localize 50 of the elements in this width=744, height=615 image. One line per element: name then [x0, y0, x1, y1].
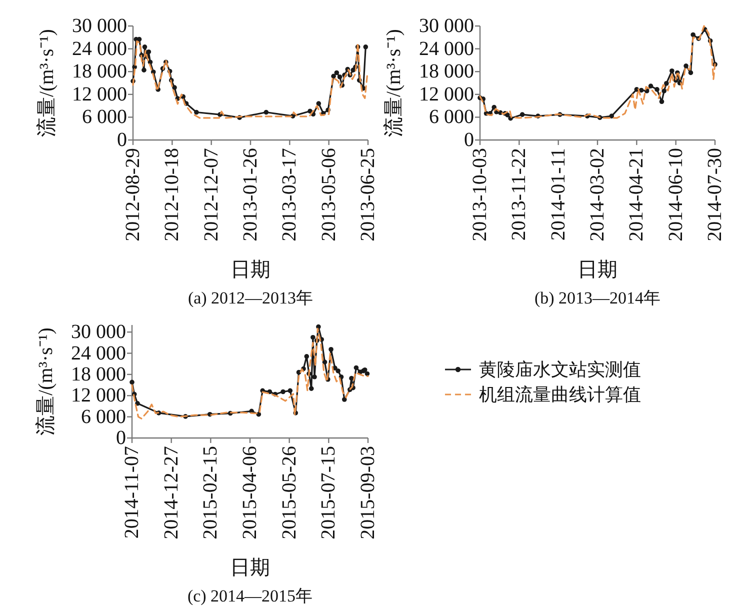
- x-tick-label: 2015-02-15: [200, 446, 222, 540]
- x-tick-label: 2012-10-18: [161, 148, 184, 242]
- y-tick-label: 18 000: [419, 60, 474, 83]
- x-tick-label: 2013-05-06: [318, 148, 340, 242]
- y-tick-label: 24 000: [72, 38, 127, 60]
- y-tick-label: 6 000: [82, 106, 127, 128]
- y-tick-label: 12 000: [72, 83, 127, 106]
- x-tick-label: 2013-06-25: [357, 148, 379, 242]
- text: (a) 2012—2013年: [188, 288, 314, 308]
- x-tick-label: 2012-12-07: [200, 148, 222, 242]
- x-tick-label: 2015-05-26: [278, 446, 300, 540]
- x-tick-label: 2013-03-17: [278, 148, 301, 242]
- y-tick-label: 24 000: [71, 342, 126, 364]
- text: (b) 2013—2014年: [534, 288, 661, 308]
- x-tick-label: 2013-10-03: [469, 148, 491, 242]
- x-tick-label: 2013-01-26: [240, 148, 262, 242]
- x-tick-label: 2012-08-29: [122, 148, 144, 242]
- y-tick-label: 24 000: [419, 38, 474, 60]
- x-axis-title: 日期: [230, 557, 270, 579]
- x-tick-label: 2015-09-03: [357, 446, 379, 540]
- text: (c) 2014—2015年: [187, 586, 313, 606]
- x-axis-title: 日期: [230, 259, 270, 281]
- x-axis-title: 日期: [578, 259, 618, 281]
- y-tick-label: 18 000: [72, 60, 127, 83]
- x-tick-label: 2014-07-30: [704, 148, 726, 242]
- x-tick-label: 2013-11-22: [508, 148, 530, 241]
- y-tick-label: 6 000: [429, 106, 474, 128]
- y-axis-title: 流量/(m³·s⁻¹): [35, 328, 57, 436]
- x-tick-label: 2014-12-27: [160, 446, 182, 540]
- y-tick-label: 12 000: [419, 83, 474, 106]
- legend-label: 黄陵庙水文站实测值: [479, 360, 641, 380]
- y-tick-label: 30 000: [72, 15, 127, 37]
- y-tick-label: 0: [116, 427, 126, 449]
- x-tick-label: 2015-04-06: [239, 446, 261, 540]
- legend-label: 机组流量曲线计算值: [479, 384, 641, 404]
- x-tick-label: 2014-06-10: [664, 148, 687, 242]
- x-tick-label: 2015-07-15: [318, 446, 340, 540]
- y-tick-label: 18 000: [71, 363, 126, 386]
- x-tick-label: 2014-04-21: [626, 148, 648, 242]
- x-tick-label: 2014-03-02: [586, 148, 608, 242]
- y-tick-label: 6 000: [81, 406, 126, 428]
- y-tick-label: 12 000: [71, 384, 126, 407]
- y-tick-label: 30 000: [419, 15, 474, 37]
- x-tick-label: 2014-01-11: [547, 148, 570, 241]
- y-axis-title: 流量/(m³·s⁻¹): [383, 29, 405, 137]
- y-tick-label: 0: [464, 129, 474, 151]
- y-tick-label: 30 000: [71, 321, 126, 344]
- y-axis-title: 流量/(m³·s⁻¹): [36, 29, 58, 137]
- y-tick-label: 0: [117, 129, 127, 151]
- x-tick-label: 2014-11-07: [121, 446, 143, 539]
